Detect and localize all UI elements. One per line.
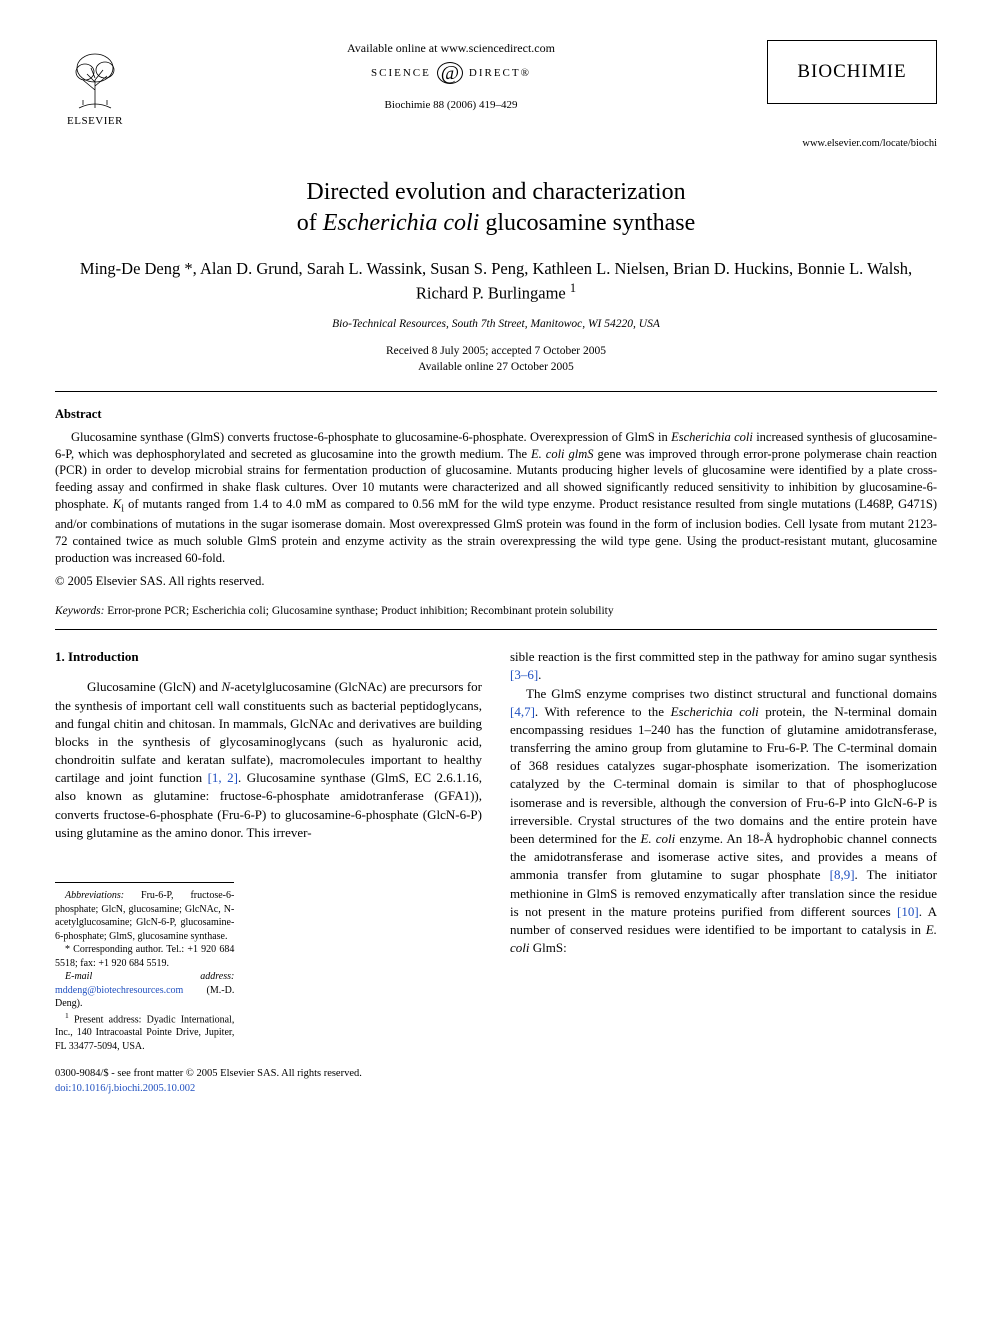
title-line2-post: glucosamine synthase	[479, 210, 695, 236]
citation-ref[interactable]: [3–6]	[510, 667, 538, 682]
page-footer: 0300-9084/$ - see front matter © 2005 El…	[55, 1067, 937, 1095]
received-date: Received 8 July 2005; accepted 7 October…	[386, 345, 606, 357]
affiliation: Bio-Technical Resources, South 7th Stree…	[55, 317, 937, 333]
email-link[interactable]: mddeng@biotechresources.com	[55, 985, 183, 996]
footnotes-block: Abbreviations: Fru-6-P, fructose-6-phosp…	[55, 882, 234, 1053]
available-online-text: Available online at www.sciencedirect.co…	[135, 40, 767, 56]
available-date: Available online 27 October 2005	[418, 361, 574, 373]
doi-link[interactable]: doi:10.1016/j.biochi.2005.10.002	[55, 1082, 362, 1096]
intro-para-continued: sible reaction is the first committed st…	[510, 648, 937, 957]
intro-heading: 1. Introduction	[55, 648, 482, 666]
citation-ref[interactable]: [4,7]	[510, 704, 535, 719]
divider-top	[55, 391, 937, 392]
footnote-abbreviations: Abbreviations: Fru-6-P, fructose-6-phosp…	[55, 889, 234, 943]
footnote-present-address: 1 Present address: Dyadic International,…	[55, 1011, 234, 1054]
page-header: ELSEVIER Available online at www.science…	[55, 40, 937, 129]
elsevier-tree-icon	[65, 50, 125, 112]
keywords-value: Error-prone PCR; Escherichia coli; Gluco…	[104, 605, 613, 617]
keywords-label: Keywords:	[55, 605, 104, 617]
article-title: Directed evolution and characterization …	[55, 177, 937, 239]
abstract-heading: Abstract	[55, 406, 937, 423]
sd-text-left: SCIENCE	[371, 66, 431, 81]
authors-text: Ming-De Deng *, Alan D. Grund, Sarah L. …	[80, 259, 912, 303]
title-line2-pre: of	[297, 210, 323, 236]
author-list: Ming-De Deng *, Alan D. Grund, Sarah L. …	[55, 257, 937, 305]
at-icon: @	[437, 62, 463, 84]
citation-line: Biochimie 88 (2006) 419–429	[135, 98, 767, 113]
sd-text-right: DIRECT®	[469, 66, 531, 81]
divider-keywords	[55, 629, 937, 630]
body-columns: 1. Introduction Glucosamine (GlcN) and N…	[55, 648, 937, 1053]
journal-url[interactable]: www.elsevier.com/locate/biochi	[55, 137, 937, 151]
publisher-logo: ELSEVIER	[55, 40, 135, 129]
journal-box-wrapper: BIOCHIMIE	[767, 40, 937, 104]
citation-ref[interactable]: [8,9]	[830, 867, 855, 882]
issn-line: 0300-9084/$ - see front matter © 2005 El…	[55, 1067, 362, 1081]
journal-title-box: BIOCHIMIE	[767, 40, 937, 104]
sciencedirect-logo: SCIENCE @ DIRECT®	[135, 62, 767, 84]
abstract-copyright: © 2005 Elsevier SAS. All rights reserved…	[55, 573, 937, 590]
article-dates: Received 8 July 2005; accepted 7 October…	[55, 343, 937, 375]
author-footnote-sup: 1	[570, 281, 576, 295]
footer-left: 0300-9084/$ - see front matter © 2005 El…	[55, 1067, 362, 1095]
abstract-body: Glucosamine synthase (GlmS) converts fru…	[55, 429, 937, 567]
citation-ref[interactable]: [1, 2]	[208, 770, 238, 785]
journal-title: BIOCHIMIE	[778, 59, 926, 85]
title-line2-species: Escherichia coli	[323, 210, 480, 236]
present-text: Present address: Dyadic International, I…	[55, 1014, 234, 1052]
intro-para-1: Glucosamine (GlcN) and N-acetylglucosami…	[55, 678, 482, 842]
citation-ref[interactable]: [10]	[897, 904, 919, 919]
publisher-name: ELSEVIER	[55, 114, 135, 129]
abbrev-label: Abbreviations:	[65, 890, 124, 901]
header-center: Available online at www.sciencedirect.co…	[135, 40, 767, 113]
footnote-email: E-mail address: mddeng@biotechresources.…	[55, 970, 234, 1011]
keywords-line: Keywords: Error-prone PCR; Escherichia c…	[55, 604, 937, 620]
footnote-corresponding: * Corresponding author. Tel.: +1 920 684…	[55, 943, 234, 970]
column-left: 1. Introduction Glucosamine (GlcN) and N…	[55, 648, 482, 1053]
title-line1: Directed evolution and characterization	[306, 179, 685, 205]
email-label: E-mail address:	[65, 971, 234, 982]
column-right: sible reaction is the first committed st…	[510, 648, 937, 1053]
